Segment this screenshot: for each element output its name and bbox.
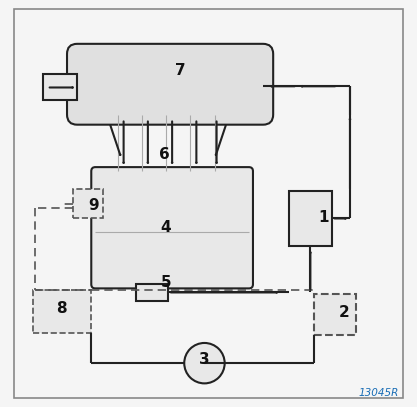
Bar [43, 74, 77, 101]
Text: 4: 4 [161, 220, 171, 235]
Text: 6: 6 [158, 147, 169, 162]
Bar [73, 189, 103, 218]
Text: 5: 5 [161, 275, 171, 290]
Text: 9: 9 [88, 198, 98, 213]
Text: 2: 2 [339, 305, 349, 320]
Bar [33, 291, 91, 333]
Text: 3: 3 [199, 352, 210, 367]
Text: 1: 1 [319, 210, 329, 225]
Circle shape [184, 343, 225, 383]
Bar [289, 191, 332, 246]
Text: 13045R: 13045R [358, 387, 399, 398]
FancyBboxPatch shape [67, 44, 273, 125]
Bar [314, 294, 356, 335]
Bar [136, 284, 168, 300]
Text: 8: 8 [55, 301, 66, 316]
FancyBboxPatch shape [91, 167, 253, 289]
Text: 7: 7 [175, 63, 186, 78]
